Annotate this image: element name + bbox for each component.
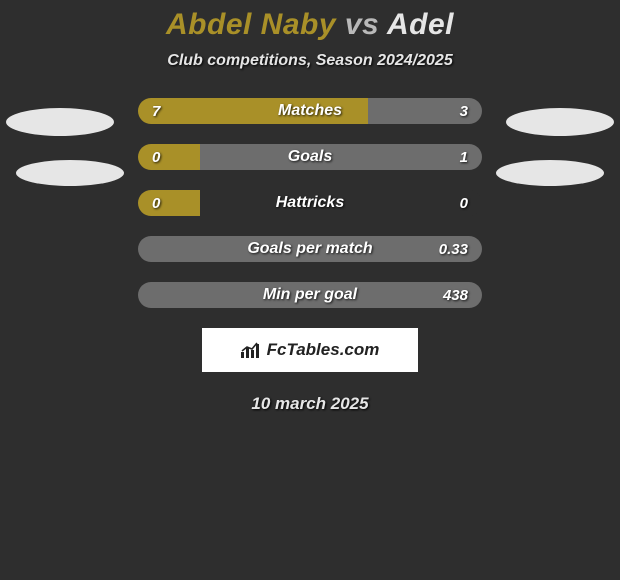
stat-value-right: 1 xyxy=(460,144,468,170)
stat-label: Goals xyxy=(138,144,482,170)
stat-row: Hattricks0 0 xyxy=(138,190,482,216)
stat-rows: Matches73Goals01Hattricks00Goals per mat… xyxy=(138,98,482,308)
stat-value-left: 7 xyxy=(152,98,160,124)
stat-label: Matches xyxy=(138,98,482,124)
stat-value-right: 438 xyxy=(443,282,468,308)
avatar-left-primary xyxy=(6,108,114,136)
stat-value-right: 0 xyxy=(460,190,468,216)
comparison-card: Abdel Naby vs Adel Club competitions, Se… xyxy=(0,0,620,414)
title-player1: Abdel Naby xyxy=(166,8,336,41)
stat-label: Goals per match xyxy=(138,236,482,262)
brand-text: FcTables.com xyxy=(267,340,380,360)
avatar-left-secondary xyxy=(16,160,124,186)
stat-value-right: 3 xyxy=(460,98,468,124)
avatar-right-secondary xyxy=(496,160,604,186)
stat-row: Goals0 1 xyxy=(138,144,482,170)
stat-value-right: 0.33 xyxy=(439,236,468,262)
stat-label: Hattricks xyxy=(138,190,482,216)
compare-area: Matches73Goals01Hattricks00Goals per mat… xyxy=(0,98,620,308)
avatar-right-primary xyxy=(506,108,614,136)
title-player2: Adel xyxy=(387,8,454,41)
title-vs: vs xyxy=(345,8,379,41)
stat-value-left: 0 xyxy=(152,144,160,170)
date-label: 10 march 2025 xyxy=(0,394,620,414)
stat-value-left: 0 xyxy=(152,190,160,216)
stat-row: Matches7 3 xyxy=(138,98,482,124)
page-title: Abdel Naby vs Adel xyxy=(0,8,620,42)
stat-row: Goals per match0.33 xyxy=(138,236,482,262)
stat-label: Min per goal xyxy=(138,282,482,308)
chart-icon xyxy=(241,342,261,358)
stat-row: Min per goal438 xyxy=(138,282,482,308)
brand-badge: FcTables.com xyxy=(202,328,418,372)
subtitle: Club competitions, Season 2024/2025 xyxy=(0,52,620,70)
